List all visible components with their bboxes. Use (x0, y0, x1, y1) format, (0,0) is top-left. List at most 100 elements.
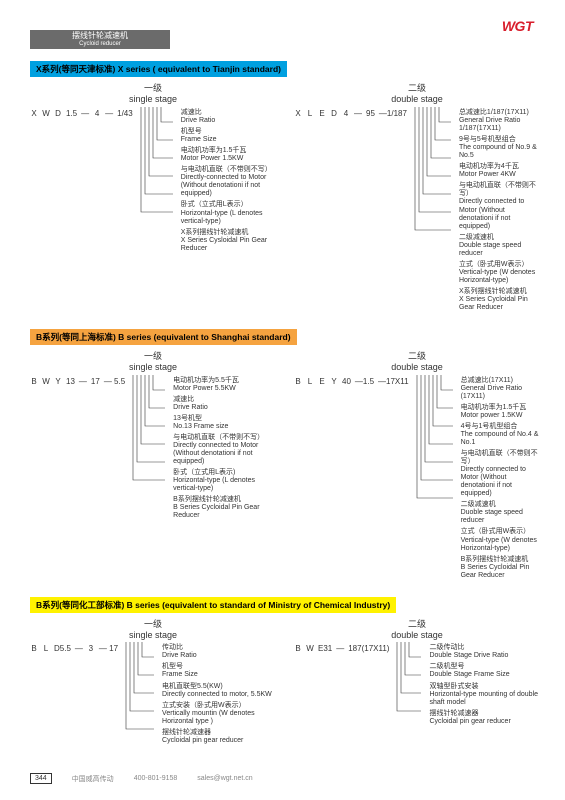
code-letters: BWE31—187(17X11) (294, 642, 389, 653)
stage-column: 二级double stageBLEY40—1.5—17X11总减速比(17X11… (294, 351, 540, 583)
code-token: L (306, 377, 314, 386)
def-cn: 二级传动比 (429, 644, 540, 652)
def-cn: 立式（卧式用W表示） (459, 261, 540, 269)
code-token: Y (54, 377, 62, 386)
definitions: 传动比Drive Ratio机型号Frame Size电机直联型5.5(KW)D… (162, 642, 276, 748)
definition-item: 立式（卧式用W表示）Vertical-type (W denotes Horiz… (459, 261, 540, 285)
definition-item: 电动机功率为1.5千瓦Motor power 1.5KW (461, 404, 540, 420)
def-cn: 电机直联型5.5(KW) (162, 683, 276, 691)
def-cn: 二级减速机 (459, 234, 540, 242)
def-cn: 4号与1号机型组合 (461, 423, 540, 431)
def-cn: 总减速比(17X11) (461, 377, 540, 385)
def-en: Motor Power 1.5KW (181, 155, 276, 163)
def-en: Vertical-type (W denotes Horizontal-type… (459, 269, 540, 285)
definition-item: B系列摆线针轮减速机B Series Cycloidal Pin Gear Re… (461, 556, 540, 580)
definition-item: 二级减速机Duoble stage speed reducer (461, 501, 540, 525)
definition-item: 9号与5号机型组合The compound of No.9 & No.5 (459, 136, 540, 160)
page-number: 344 (30, 773, 52, 784)
def-en: Double stage speed reducer (459, 242, 540, 258)
definition-item: 电动机功率为5.5千瓦Motor Power 5.5KW (173, 377, 276, 393)
code-token: 4 (342, 109, 350, 118)
definitions: 减速比Drive Ratio机型号Frame Size电动机功率为1.5千瓦Mo… (181, 107, 276, 256)
section-title: B系列(等同化工部标准) B series (equivalent to sta… (30, 597, 396, 613)
definition-item: 卧式（立式用L表示)Horizontal-type (L denotes ver… (173, 469, 276, 493)
definition-item: 摆线针轮减速器Cycloidal pin gear reducer (429, 710, 540, 726)
def-cn: 双轴型卧式安装 (429, 683, 540, 691)
code-token: — (336, 644, 344, 653)
definition-item: 摆线针轮减速器Cycloidal pin gear reducer (162, 729, 276, 745)
definition-item: 机型号Frame Size (181, 128, 276, 144)
code-token: Y (330, 377, 338, 386)
code-token: — (81, 109, 89, 118)
def-cn: 与电动机直联（不带则不写） (459, 182, 540, 198)
def-en: Directly connected to Motor (Without den… (173, 442, 276, 466)
definition-item: 二级减速机Double stage speed reducer (459, 234, 540, 258)
code-token: X (294, 109, 302, 118)
code-token: 4 (93, 109, 101, 118)
definition-item: 与电动机直联（不带则不写）Directly connected to Motor… (461, 450, 540, 498)
def-en: X Series Cycloidal Pin Gear Reducer (459, 296, 540, 312)
def-en: Cycloidal pin gear reducer (429, 718, 540, 726)
bracket (131, 375, 167, 495)
code-token: — 17 (99, 644, 118, 653)
def-cn: 电动机功率为4千瓦 (459, 163, 540, 171)
section-row: 一级single stageBWY13—17— 5.5电动机功率为5.5千瓦Mo… (30, 351, 540, 583)
def-cn: 立式安装（卧式用W表示） (162, 702, 276, 710)
definitions: 总减速比1/187(17X11)General Drive Ratio 1/18… (459, 107, 540, 315)
def-en: Double Stage Frame Size (429, 671, 540, 679)
def-en: The compound of No.4 & No.1 (461, 431, 540, 447)
code-letters: BLD5.5—3— 17 (30, 642, 118, 653)
definition-item: 电动机功率为4千瓦Motor Power 4KW (459, 163, 540, 179)
section-row: 一级single stageBLD5.5—3— 17传动比Drive Ratio… (30, 619, 540, 748)
stage-column: 一级single stageBWY13—17— 5.5电动机功率为5.5千瓦Mo… (30, 351, 276, 583)
def-cn: 与电动机直联（不带则不写） (181, 166, 276, 174)
code-token: X (30, 109, 38, 118)
code-token: E (318, 377, 326, 386)
def-cn: B系列摆线针轮减速机 (461, 556, 540, 564)
def-cn: 减速比 (173, 396, 276, 404)
definition-item: 电动机功率为1.5千瓦Motor Power 1.5KW (181, 147, 276, 163)
code-token: E31 (318, 644, 332, 653)
def-en: Duoble stage speed reducer (461, 509, 540, 525)
def-cn: 9号与5号机型组合 (459, 136, 540, 144)
def-en: Horizontal-type mounting of double shaft… (429, 691, 540, 707)
definition-item: X系列摆线针轮减速机X Series Cysloidal Pin Gear Re… (181, 229, 276, 253)
definitions: 总减速比(17X11)General Drive Ratio (17X11) 电动… (461, 375, 540, 583)
section-row: 一级single stageXWD1.5—4—1/43减速比Drive Rati… (30, 83, 540, 315)
def-en: Vertical-type (W denotes Horizontal-type… (461, 537, 540, 553)
code-diagram: BWY13—17— 5.5电动机功率为5.5千瓦Motor Power 5.5K… (30, 375, 276, 524)
code-token: — (354, 109, 362, 118)
def-cn: 二级减速机 (461, 501, 540, 509)
code-token: B (30, 377, 38, 386)
def-cn: X系列摆线针轮减速机 (181, 229, 276, 237)
stage-header: 一级single stage (30, 83, 276, 105)
def-en: Directly connected to Motor (Without den… (459, 198, 540, 230)
footer-phone: 400-801-9158 (134, 775, 178, 782)
code-diagram: XWD1.5—4—1/43减速比Drive Ratio机型号Frame Size… (30, 107, 276, 256)
def-cn: X系列摆线针轮减速机 (459, 288, 540, 296)
code-diagram: BWE31—187(17X11)二级传动比Double Stage Drive … (294, 642, 540, 728)
definition-item: 电机直联型5.5(KW)Directly connected to motor,… (162, 683, 276, 699)
def-cn: 卧式（立式用L表示） (181, 201, 276, 209)
code-token: 187(17X11) (348, 644, 389, 653)
def-cn: 电动机功率为1.5千瓦 (181, 147, 276, 155)
page-footer: 344 中国威高传动 400-801-9158 sales@wgt.net.cn (30, 773, 535, 784)
def-en: Frame Size (181, 136, 276, 144)
definition-item: 立式（卧式用W表示）Vertical-type (W denotes Horiz… (461, 528, 540, 552)
section-title: B系列(等同上海标准) B series (equivalent to Shan… (30, 329, 297, 345)
definition-item: 总减速比(17X11)General Drive Ratio (17X11) (461, 377, 540, 401)
def-en: B Series Cycloidal Pin Gear Reducer (173, 504, 276, 520)
code-token: —17X11 (378, 377, 409, 386)
definition-item: X系列摆线针轮减速机X Series Cycloidal Pin Gear Re… (459, 288, 540, 312)
def-en: Drive Ratio (181, 117, 276, 125)
brand-logo: WGT (502, 18, 533, 34)
code-diagram: BLEY40—1.5—17X11 总减速比(17X11)General Drive… (294, 375, 540, 583)
footer-company: 中国威高传动 (72, 774, 114, 784)
code-letters: BLEY40—1.5—17X11 (294, 375, 409, 386)
def-en: The compound of No.9 & No.5 (459, 144, 540, 160)
definitions: 二级传动比Double Stage Drive Ratio二级机型号Double… (429, 642, 540, 728)
def-cn: 立式（卧式用W表示） (461, 528, 540, 536)
def-cn: 电动机功率为1.5千瓦 (461, 404, 540, 412)
def-en: Motor power 1.5KW (461, 412, 540, 420)
definition-item: 传动比Drive Ratio (162, 644, 276, 660)
